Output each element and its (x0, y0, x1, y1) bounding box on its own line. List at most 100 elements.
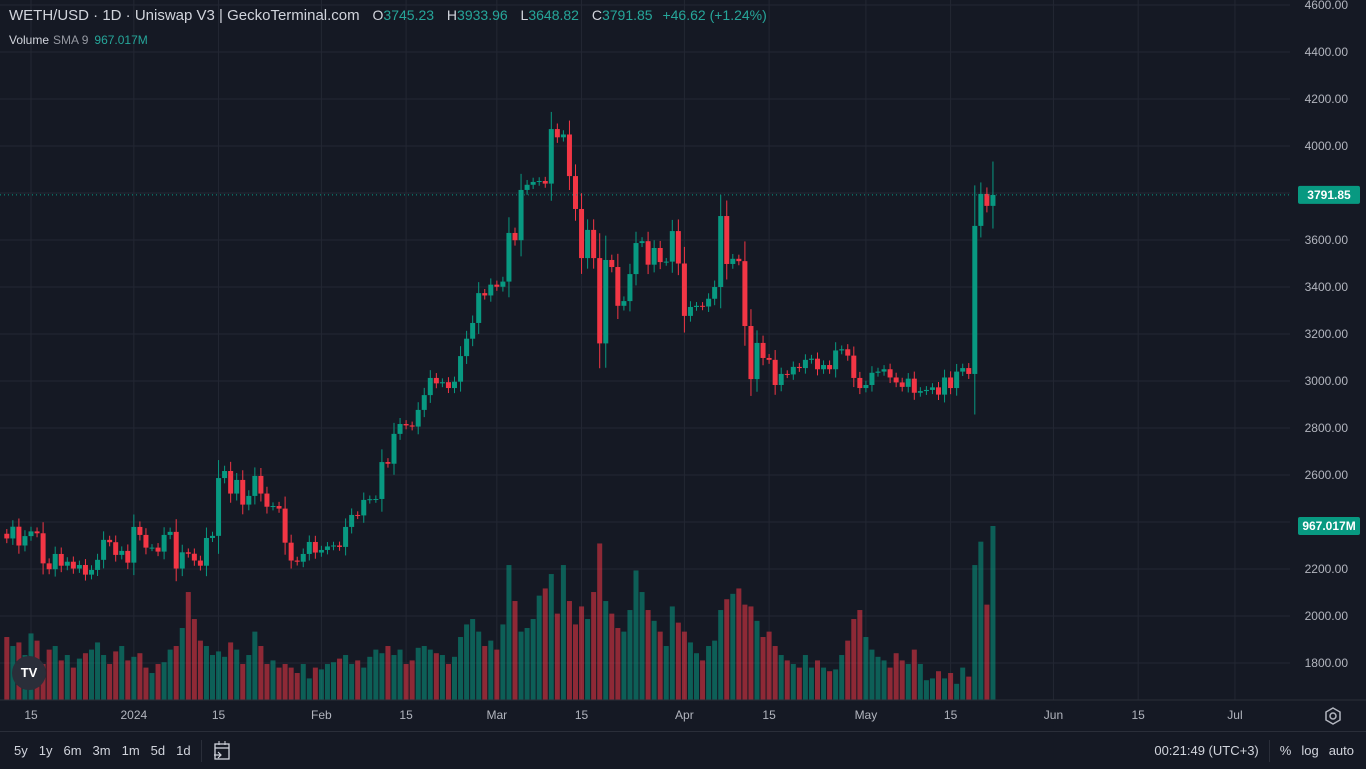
candle-body (210, 535, 215, 538)
range-5y[interactable]: 5y (14, 742, 28, 758)
volume-bar (875, 656, 881, 700)
last-price-tag-box (1298, 185, 1360, 204)
volume-bar (191, 619, 197, 700)
symbol-title[interactable]: WETH/USD · 1D · Uniswap V3 | GeckoTermin… (9, 7, 360, 24)
volume-bar (300, 664, 306, 700)
log-toggle[interactable]: log (1301, 742, 1319, 758)
range-3m[interactable]: 3m (92, 742, 111, 758)
range-1m[interactable]: 1m (121, 742, 140, 758)
open-value: 3745.23 (383, 7, 435, 23)
auto-toggle[interactable]: auto (1328, 742, 1354, 758)
candle-body (349, 514, 355, 527)
volume-bar (107, 664, 113, 700)
bottom-toolbar: 5y 1y 6m 3m 1m 5d 1d 00:21:49 (UTC+3) % … (0, 731, 1366, 769)
volume-bar (185, 592, 191, 700)
volume-bar (488, 640, 494, 700)
candle-body (669, 231, 675, 262)
tradingview-logo[interactable]: TV (12, 656, 46, 690)
price-tick-label: 2800.00 (1305, 421, 1349, 435)
candle-body (542, 181, 548, 184)
volume-bar (718, 610, 724, 700)
candle-body (191, 553, 197, 561)
candle-body (929, 387, 935, 390)
candle-body (167, 531, 173, 535)
volume-bar (276, 667, 282, 700)
candle-body (585, 229, 591, 259)
volume-bar (929, 678, 935, 700)
candle-body (845, 349, 851, 356)
volume-bar (978, 541, 984, 700)
volume-bar (815, 660, 820, 700)
range-5d[interactable]: 5d (150, 742, 166, 758)
volume-bar (839, 655, 845, 700)
volume-bar (893, 653, 899, 700)
candlestick-chart[interactable]: 1800.00 2000.00 2200.00 2600.00 2800.00 3000.… (0, 0, 1366, 731)
candle-body (312, 541, 318, 553)
volume-bar (663, 646, 669, 700)
candle-body (337, 545, 343, 547)
candle-body (675, 231, 681, 264)
candle-body (203, 537, 209, 566)
candle-body (851, 355, 857, 378)
candle-body (821, 365, 827, 370)
volume-bar (331, 662, 336, 700)
candle-body (554, 129, 560, 138)
range-1y[interactable]: 1y (38, 742, 53, 758)
price-tick-label: 2000.00 (1305, 609, 1349, 623)
candle-body (391, 433, 397, 464)
volume-bar (681, 631, 687, 700)
price-tick-label: 4000.00 (1305, 139, 1349, 153)
volume-bar (46, 649, 52, 700)
time-tick-label: 15 (212, 708, 226, 722)
percent-toggle[interactable]: % (1279, 742, 1292, 758)
volume-bar (464, 624, 470, 700)
price-tick-label: 4200.00 (1305, 92, 1349, 106)
volume-bar (506, 565, 512, 700)
candle-body (633, 243, 639, 275)
range-1d[interactable]: 1d (176, 742, 191, 758)
candle-body (639, 241, 645, 244)
candle-body (385, 462, 391, 464)
settings-gear-icon[interactable] (1323, 706, 1343, 726)
volume-bar (730, 593, 736, 700)
candle-body (954, 371, 960, 389)
candle-body (306, 541, 312, 554)
volume-bar (367, 656, 373, 700)
candle-body (367, 499, 373, 501)
volume-legend[interactable]: Volume SMA 9 967.017M (9, 32, 148, 48)
time-tick-label: 15 (944, 708, 958, 722)
volume-bar (173, 646, 179, 700)
candle-body (560, 134, 566, 138)
candle-body (34, 531, 40, 534)
go-to-date-calendar-icon[interactable] (212, 740, 232, 762)
candle-body (22, 536, 28, 546)
price-tick-label: 3600.00 (1305, 233, 1349, 247)
volume-bar (82, 653, 88, 700)
range-6m[interactable]: 6m (63, 742, 82, 758)
candle-body (494, 284, 500, 287)
candle-body (881, 369, 887, 372)
volume-bar (621, 631, 627, 700)
volume-bar (615, 628, 621, 700)
volume-bar (706, 646, 712, 700)
candle-body (149, 547, 155, 549)
candle-body (16, 526, 22, 546)
volume-bar (736, 588, 742, 700)
volume-bar (337, 658, 343, 700)
candle-body (893, 377, 899, 383)
volume-bar (433, 653, 439, 700)
volume-bar (76, 658, 82, 700)
volume-bar (845, 640, 851, 700)
candle-body (736, 258, 742, 262)
price-tick-label: 2200.00 (1305, 562, 1349, 576)
candle-body (379, 462, 385, 499)
candle-body (4, 533, 10, 539)
volume-bar (833, 669, 839, 700)
candle-body (869, 372, 875, 385)
volume-bar (427, 649, 433, 700)
clock[interactable]: 00:21:49 (UTC+3) (1154, 742, 1259, 758)
candle-body (978, 193, 984, 226)
candle-body (591, 229, 597, 259)
candle-body (234, 479, 240, 494)
candle-body (113, 542, 119, 555)
